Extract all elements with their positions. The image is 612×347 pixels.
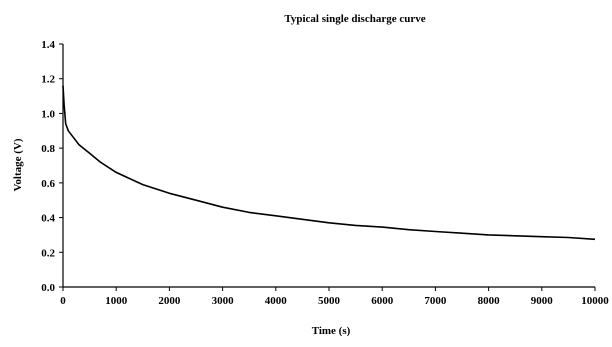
y-tick-label: 0.2	[41, 247, 55, 259]
x-tick-label: 7000	[424, 295, 447, 307]
chart-title: Typical single discharge curve	[284, 13, 425, 25]
x-axis-title: Time (s)	[312, 325, 351, 337]
plot-area	[62, 85, 596, 241]
discharge-line	[62, 85, 596, 241]
ticks: 0.0 0.2 0.4 0.6 0.8 1.0 1.2 1.4 0 1000 2000 3000 400…	[41, 39, 609, 307]
y-tick-label: 0.0	[41, 282, 55, 294]
x-tick-label: 6000	[371, 295, 394, 307]
axes	[62, 44, 595, 288]
y-tick-label: 0.8	[41, 143, 55, 155]
x-tick-label: 1000	[105, 295, 128, 307]
x-tick-label: 3000	[212, 295, 235, 307]
y-tick-label: 0.6	[41, 178, 55, 190]
y-tick-label: 1.2	[41, 74, 55, 86]
y-tick-label: 1.0	[41, 108, 55, 120]
x-tick-label: 5000	[318, 295, 341, 307]
x-tick-label: 4000	[265, 295, 288, 307]
x-tick-label: 0	[60, 295, 66, 307]
x-tick-label: 2000	[158, 295, 181, 307]
y-tick-label: 1.4	[41, 39, 55, 51]
x-tick-label: 10000	[581, 295, 609, 307]
y-axis-title: Voltage (V)	[12, 138, 24, 191]
y-tick-label: 0.4	[41, 213, 55, 225]
x-tick-label: 9000	[531, 295, 554, 307]
x-tick-label: 8000	[478, 295, 501, 307]
